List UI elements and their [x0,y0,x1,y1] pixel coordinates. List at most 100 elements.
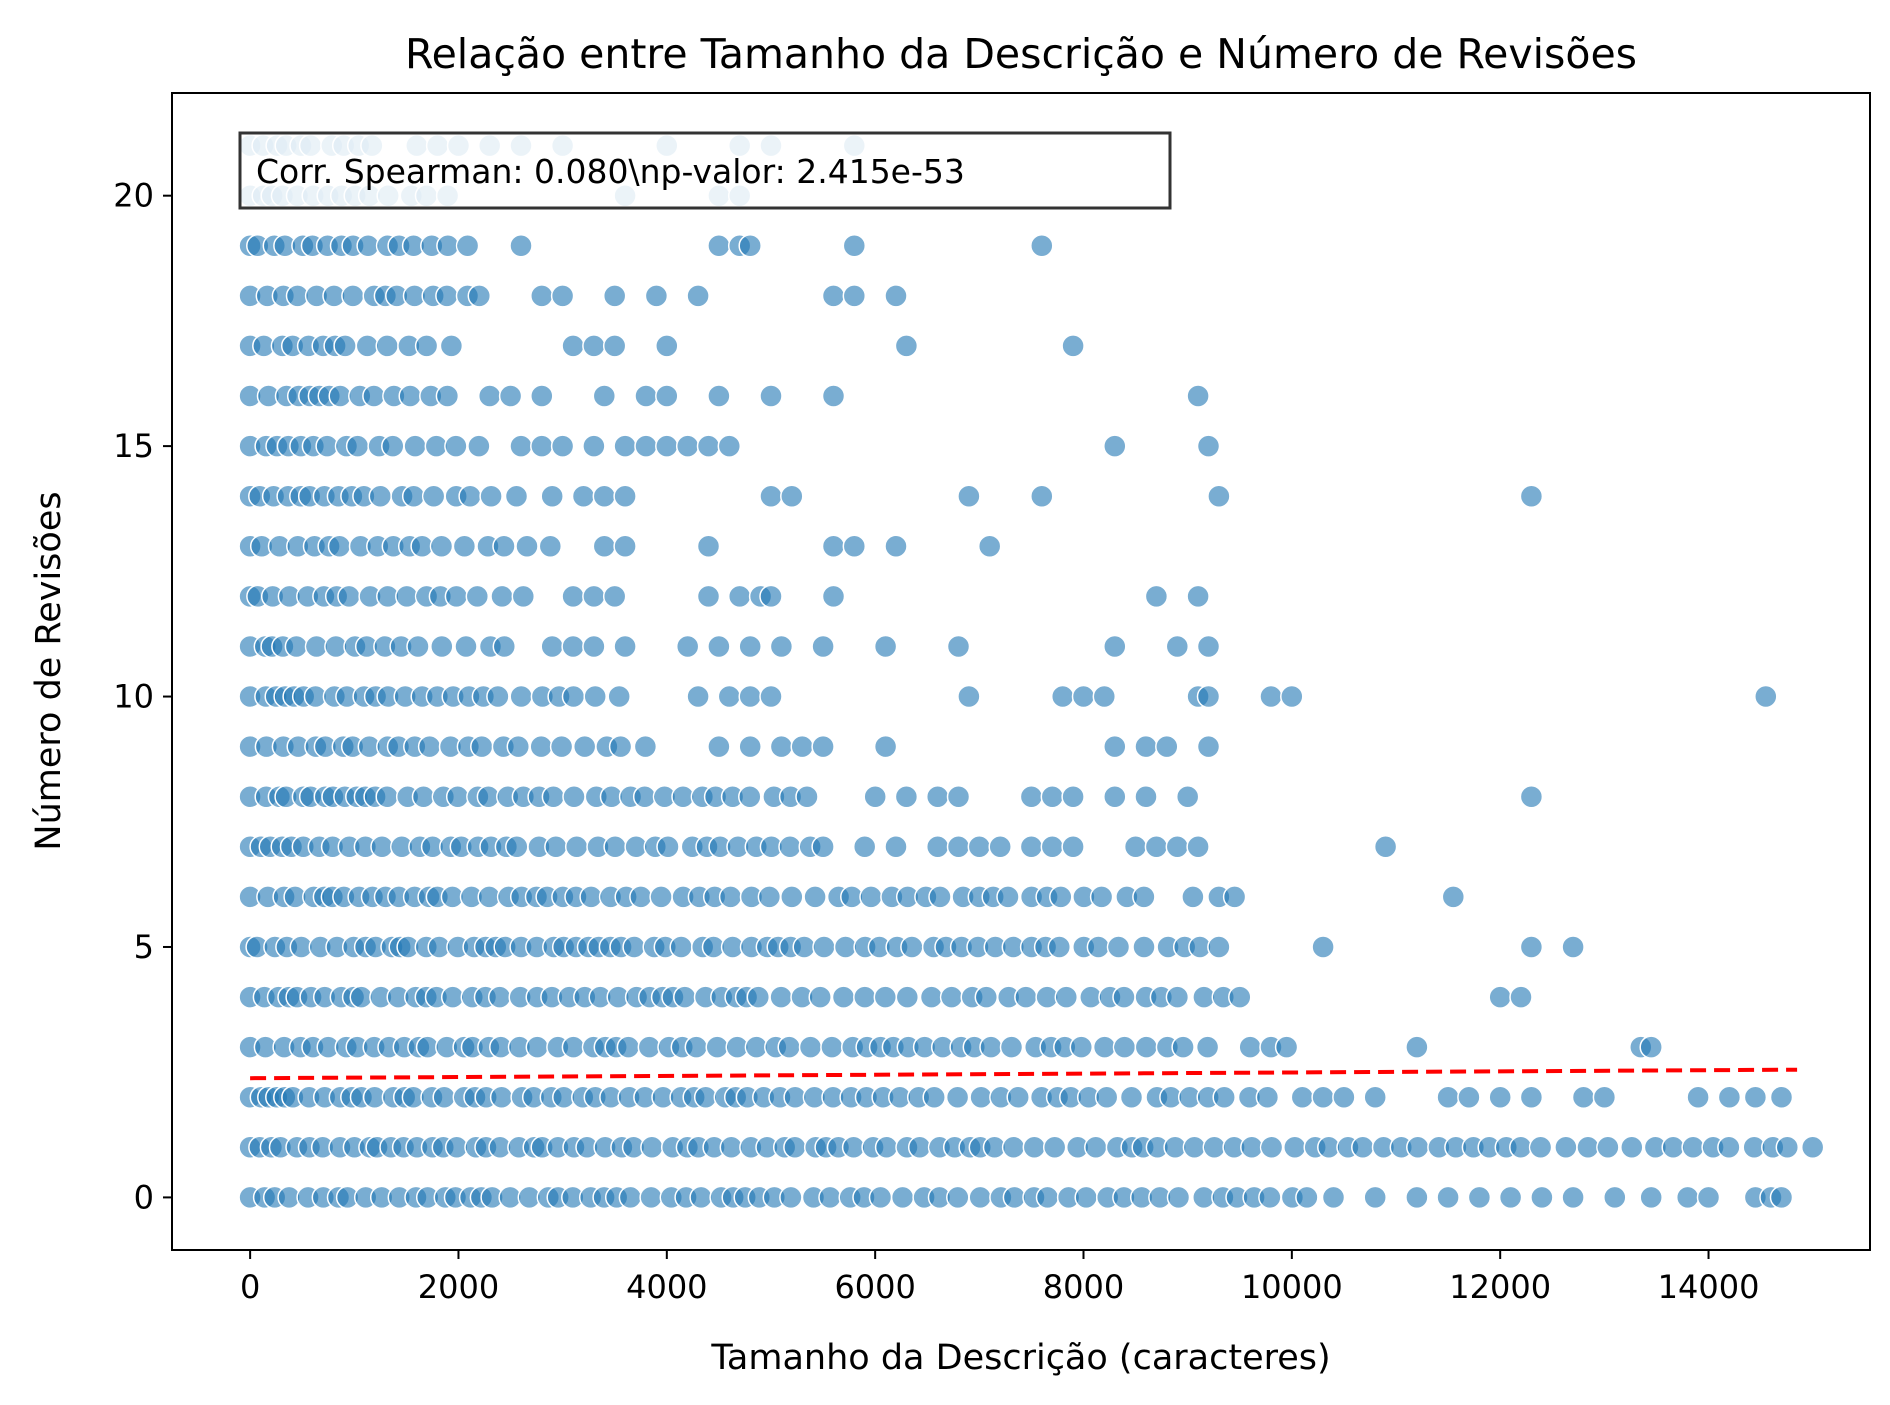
data-point [696,534,721,559]
data-point [1086,935,1111,959]
data-point [1196,634,1221,659]
data-point [1259,1135,1284,1160]
data-point [884,534,908,559]
data-point [1519,484,1544,508]
data-point [572,734,597,759]
data-point [439,334,464,358]
y-tick-label: 5 [134,928,154,966]
data-point [1283,1135,1307,1160]
data-point [583,684,607,709]
data-point [1554,1135,1578,1160]
data-point [757,885,782,909]
data-point [579,885,603,909]
data-point [613,484,637,508]
data-point [582,334,606,358]
data-point [1084,1135,1108,1160]
data-point [368,484,393,508]
data-point [1675,1185,1700,1210]
data-point [738,684,762,709]
data-point [644,284,669,308]
data-point [1717,1085,1742,1109]
data-point [1406,1135,1430,1160]
data-point [540,484,564,508]
plot-frame [171,92,1871,1251]
data-point [707,234,731,258]
data-point [1050,684,1075,709]
data-point [1509,985,1533,1009]
data-point [777,1035,801,1059]
data-point [759,484,783,508]
data-point [1528,1135,1553,1160]
data-point [1332,1085,1356,1109]
data-point [1240,1135,1264,1160]
data-point [759,584,783,609]
data-point [629,885,653,909]
data-point [540,634,564,659]
data-point [467,284,492,308]
correlation-annotation: Corr. Spearman: 0.080\np-valor: 2.415e-5… [238,131,1172,210]
data-point [417,734,442,759]
data-point [603,835,627,859]
data-point [613,634,637,659]
data-point [769,985,793,1009]
y-tick-label: 0 [134,1178,154,1216]
data-point [868,1185,893,1210]
data-point [445,784,470,809]
data-point [1103,784,1127,809]
data-point [808,985,832,1009]
data-point [530,384,554,408]
data-point [928,885,952,909]
data-point [1207,935,1231,959]
data-point [529,734,553,759]
data-point [1182,1135,1207,1160]
data-point [411,784,436,809]
data-point [618,1185,643,1210]
data-point [525,1035,550,1059]
data-point [1134,784,1158,809]
data-point [608,734,633,759]
data-point [1202,1135,1227,1160]
y-axis: 0 5 10 15 20 [113,177,172,1216]
data-point [977,534,1002,559]
data-point [444,584,469,609]
data-point [968,1185,992,1210]
data-point [1002,1185,1027,1210]
data-point [1639,1185,1663,1210]
data-point [696,434,721,458]
data-point [1436,1085,1460,1109]
data-point [1175,784,1200,809]
data-point [1134,1035,1159,1059]
data-point [1155,734,1179,759]
data-point [538,534,563,559]
data-point [592,484,617,508]
data-point [820,1035,844,1059]
data-point [509,684,533,709]
x-tick-label: 14000 [1658,1268,1760,1306]
data-point [633,734,658,759]
data-point [582,584,606,609]
trend-layer [250,1067,1798,1081]
data-point [1112,1035,1137,1059]
data-point [792,935,816,959]
data-point [1014,985,1038,1009]
data-point [506,734,531,759]
data-point [1195,1035,1220,1059]
data-point [1132,935,1156,959]
data-point [1144,835,1169,859]
data-point [873,634,898,659]
x-axis: 0 2000 4000 6000 8000 10000 12000 14000 [240,1250,1759,1306]
data-point [686,284,710,308]
data-point [1061,835,1085,859]
data-point [454,634,478,659]
data-point [1089,885,1114,909]
data-point [812,935,836,959]
data-point [1274,1035,1299,1059]
data-point [842,234,867,258]
data-point [406,634,430,659]
data-point [414,334,439,358]
data-point [639,1185,663,1210]
data-point [727,584,752,609]
data-point [1196,734,1221,759]
data-point [1186,384,1210,408]
